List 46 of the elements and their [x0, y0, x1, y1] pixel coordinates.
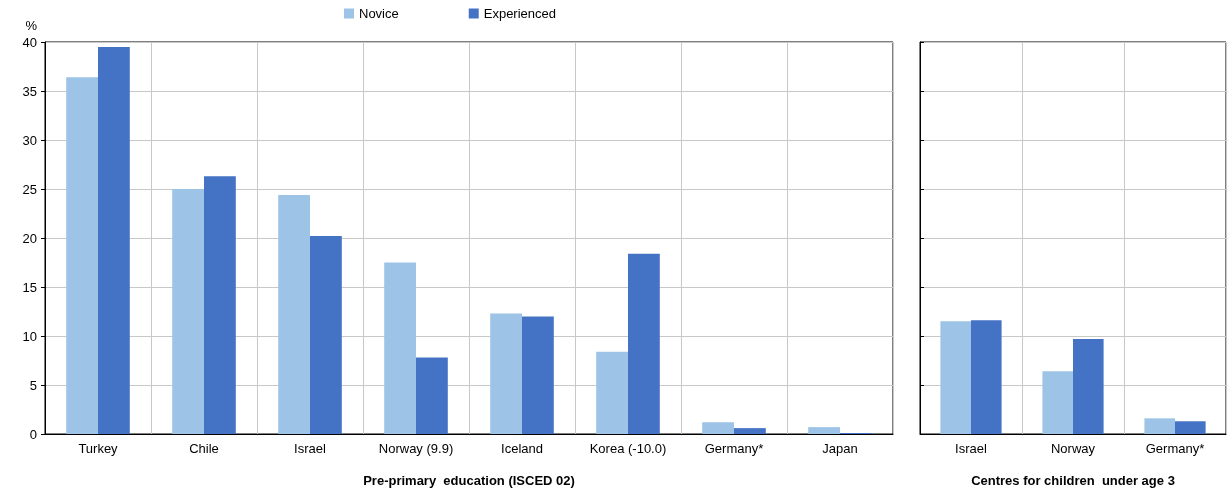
y-axis-title: % [25, 18, 38, 33]
x-axis-title: Pre-primary education (ISCED 02) [363, 473, 575, 488]
bar [808, 427, 840, 434]
x-tick-label: Germany* [704, 441, 764, 456]
bar [310, 236, 342, 434]
y-tick-label: 10 [22, 328, 37, 344]
bar [628, 253, 660, 434]
y-tick-label: 35 [22, 83, 37, 99]
x-tick-label: Germany* [1145, 441, 1205, 456]
x-tick-label: Korea (-10.0) [589, 441, 667, 456]
legend-label: Experienced [483, 6, 557, 21]
y-tick-label: 40 [22, 34, 37, 50]
x-tick-label: Israel [294, 441, 326, 456]
y-tick-label: 20 [22, 230, 37, 246]
bar [1175, 421, 1206, 434]
y-tick-label: 30 [22, 132, 37, 148]
legend-label: Novice [359, 6, 399, 21]
bar [1144, 418, 1175, 434]
bar [278, 194, 310, 434]
bar [384, 262, 416, 434]
bar [1073, 338, 1104, 434]
bar [98, 46, 130, 434]
bar [596, 351, 628, 434]
bar [1042, 371, 1073, 434]
y-tick-label: 0 [29, 426, 37, 442]
bar [702, 422, 734, 434]
y-tick-label: 15 [22, 279, 37, 295]
bar [204, 176, 236, 434]
bar [66, 77, 98, 434]
x-axis-title: Centres for children under age 3 [971, 473, 1175, 488]
bar [522, 316, 554, 434]
bar [940, 321, 971, 434]
bar [416, 357, 448, 434]
y-tick-label: 25 [22, 181, 37, 197]
x-tick-label: Chile [189, 441, 219, 456]
bar [734, 428, 766, 434]
bar [971, 320, 1002, 434]
bar [490, 313, 522, 434]
x-tick-label: Iceland [501, 441, 543, 456]
x-tick-label: Norway (9.9) [378, 441, 454, 456]
x-tick-label: Turkey [78, 441, 119, 456]
x-tick-label: Norway [1050, 441, 1096, 456]
x-tick-label: Japan [822, 441, 858, 456]
bar [172, 189, 204, 434]
y-tick-label: 5 [29, 377, 37, 393]
x-tick-label: Israel [955, 441, 987, 456]
